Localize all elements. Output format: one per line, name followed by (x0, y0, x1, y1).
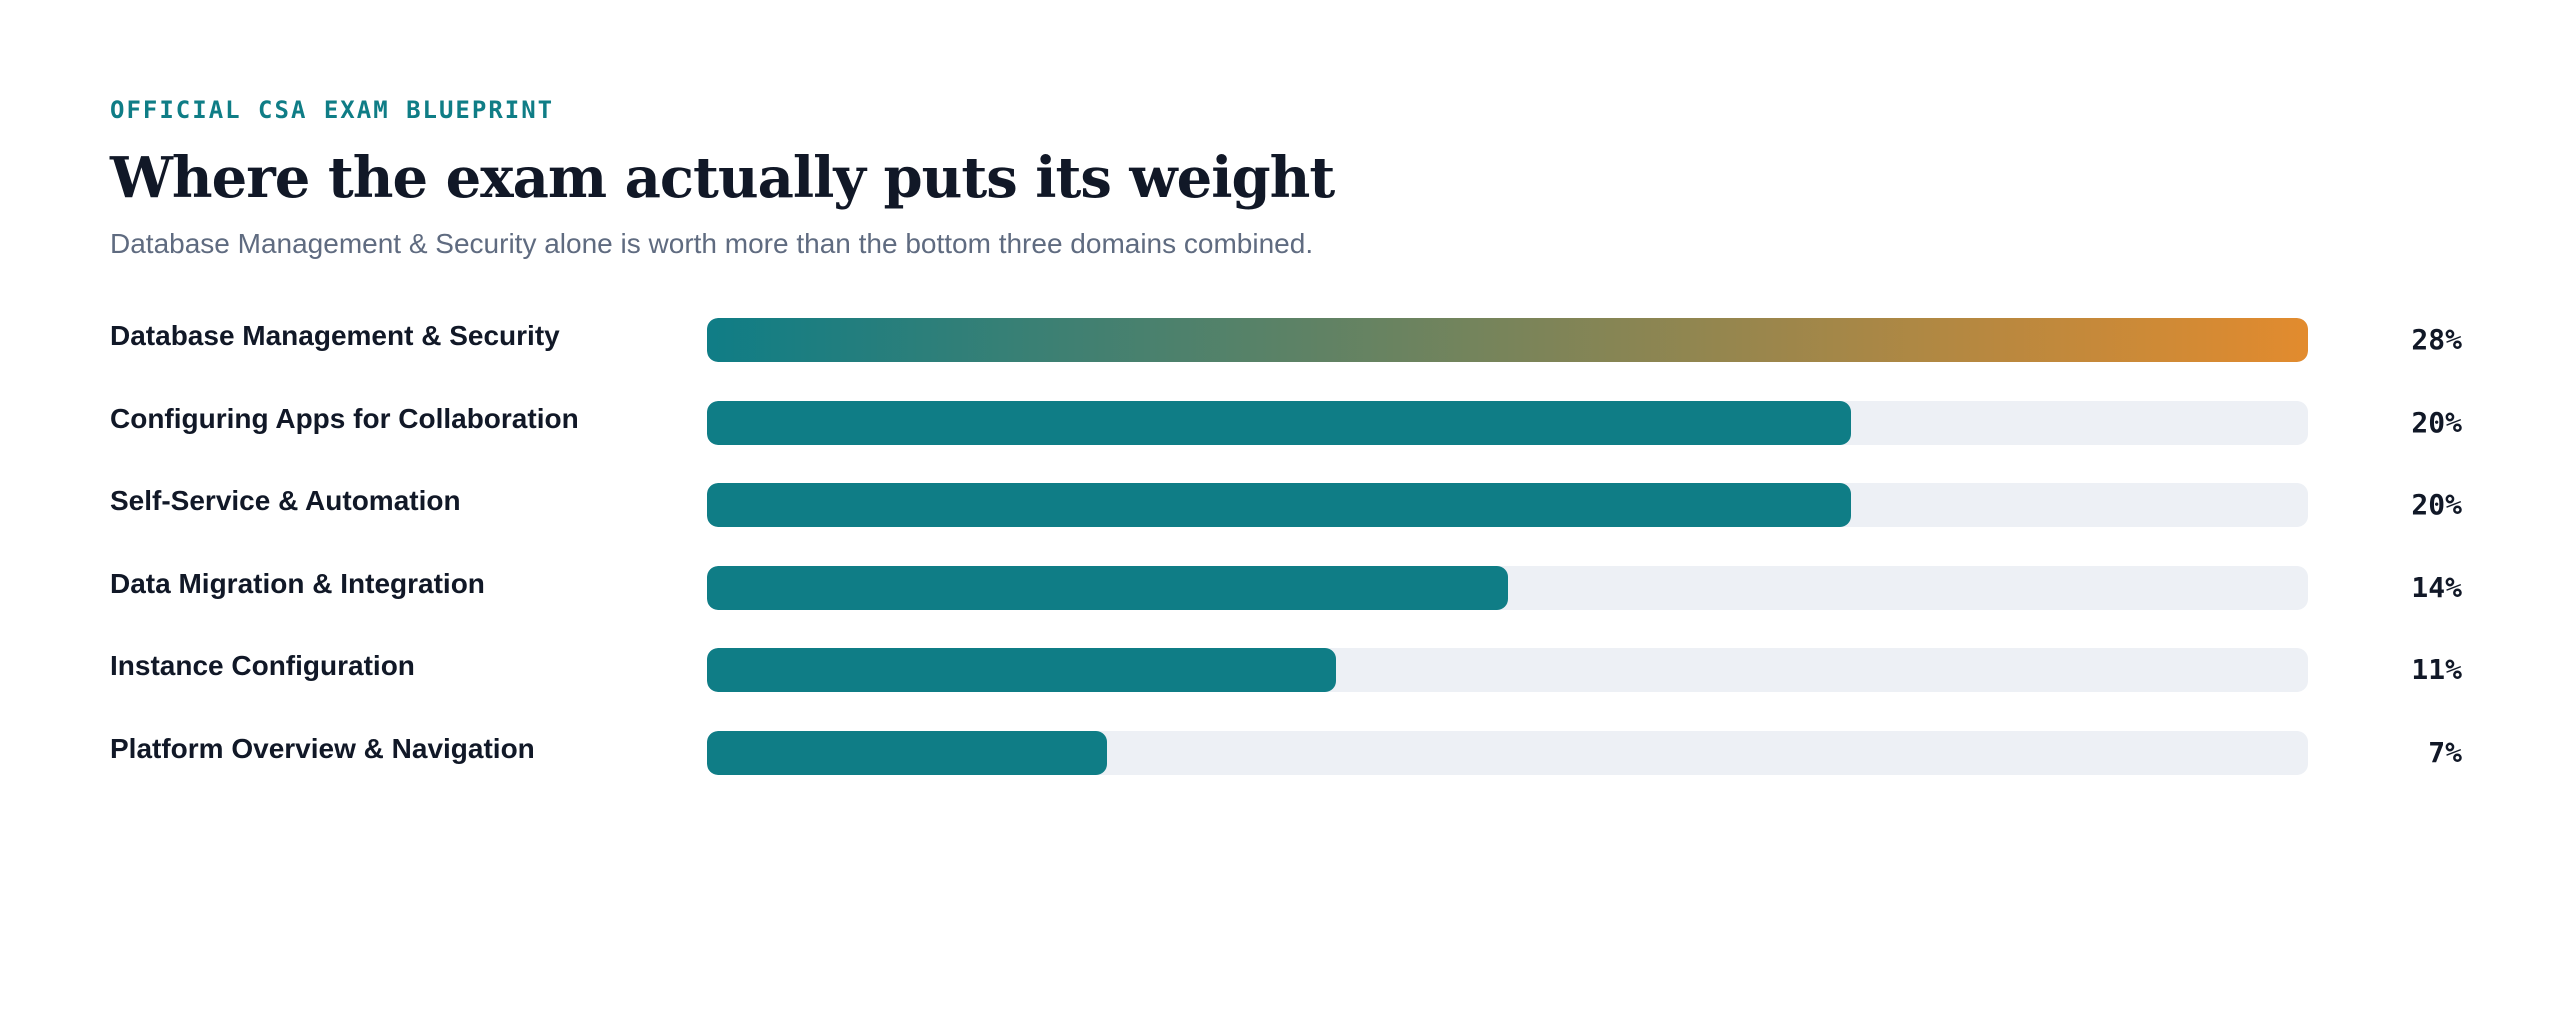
category-label: Self-Service & Automation (110, 485, 461, 516)
eyebrow-label: OFFICIAL CSA EXAM BLUEPRINT (110, 96, 555, 124)
bar (707, 483, 1851, 527)
domain-weight-chart: Database Management & Security 28% Configu… (110, 318, 2470, 813)
bar-track (707, 400, 2308, 445)
page-title: Where the exam actually puts its weight (110, 145, 1335, 211)
category-label: Instance Configuration (110, 650, 415, 681)
bar-track (707, 648, 2308, 692)
bar-track (707, 730, 2308, 775)
bar-track (707, 318, 2308, 362)
bar (707, 648, 1336, 692)
page-subtitle: Database Management & Security alone is … (110, 228, 1314, 259)
value-label: 20% (2411, 405, 2462, 439)
value-label: 14% (2411, 570, 2462, 604)
bar (707, 565, 1508, 610)
category-label: Data Migration & Integration (110, 567, 485, 599)
value-label: 20% (2411, 488, 2462, 521)
value-label: 11% (2411, 653, 2462, 686)
value-label: 7% (2428, 735, 2462, 769)
bar-track (707, 565, 2308, 610)
chart-row: Database Management & Security 28% (110, 318, 2470, 362)
chart-row: Data Migration & Integration 14% (110, 565, 2470, 610)
category-label: Platform Overview & Navigation (110, 732, 535, 764)
bar (707, 318, 2308, 362)
exam-blueprint-panel: OFFICIAL CSA EXAM BLUEPRINT Where the ex… (110, 92, 2470, 775)
chart-row: Self-Service & Automation 20% (110, 483, 2470, 527)
category-label: Configuring Apps for Collaboration (110, 402, 579, 434)
category-label: Database Management & Security (110, 320, 560, 351)
bar (707, 400, 1851, 445)
bar-track (707, 483, 2308, 527)
chart-row: Configuring Apps for Collaboration 20% (110, 400, 2470, 445)
value-label: 28% (2411, 323, 2462, 356)
bar (707, 730, 1108, 775)
chart-row: Platform Overview & Navigation 7% (110, 730, 2470, 775)
chart-row: Instance Configuration 11% (110, 648, 2470, 692)
